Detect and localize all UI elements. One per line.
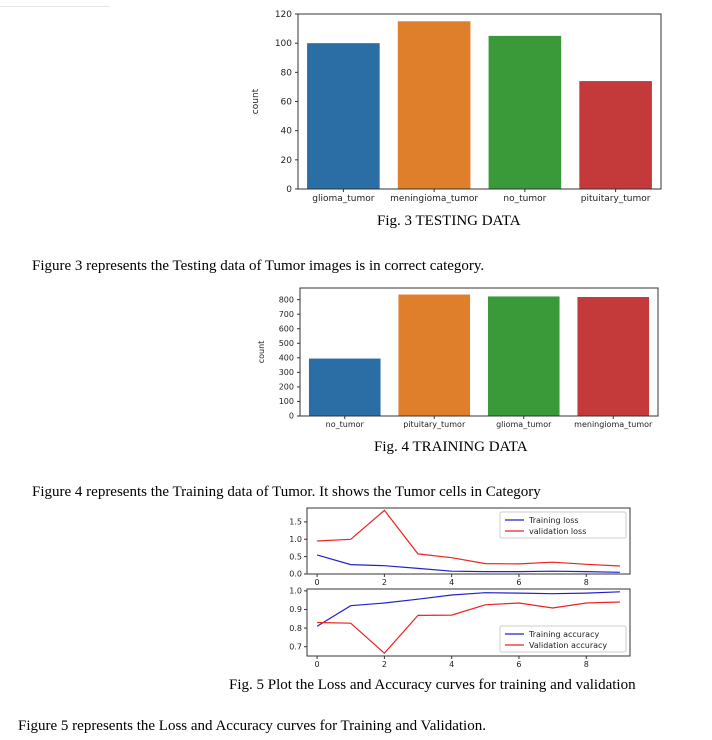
x-tick-label: glioma_tumor (312, 194, 375, 204)
y-tick-label: 20 (281, 156, 293, 166)
bar-pituitary_tumor (398, 294, 471, 416)
loss-chart-svg: 0.0 0.5 1.0 1.5 0 2 4 6 8 Training loss validation… (289, 507, 631, 587)
fig4-caption: Fig. 4 TRAINING DATA (374, 439, 528, 455)
bar-no_tumor (488, 35, 562, 189)
x-tick-label: no_tumor (503, 194, 546, 204)
y-tick-label: 0 (286, 185, 292, 195)
bar-meningioma_tumor (577, 297, 650, 416)
y-tick-label: 200 (279, 383, 294, 392)
y-tick-label: 1.0 (289, 535, 302, 544)
y-tick-label: 0.8 (289, 624, 302, 633)
y-tick-label: 120 (275, 10, 292, 20)
plot-frame (299, 287, 659, 417)
x-tick-label: pituitary_tumor (403, 420, 466, 429)
y-tick-label: 100 (275, 39, 292, 49)
bar-meningioma_tumor (397, 21, 471, 189)
legend-box (499, 625, 627, 653)
y-tick-label: 600 (279, 324, 294, 333)
y-tick-label: 100 (279, 397, 294, 406)
y-tick-label: 0.0 (289, 570, 302, 579)
bar-glioma_tumor (307, 43, 380, 189)
fig5-caption: Fig. 5 Plot the Loss and Accuracy curves… (229, 677, 636, 693)
testing-data-chart: glioma_tumor meningioma_tumor no_tumor pitu… (250, 6, 670, 210)
legend-label: Training accuracy (528, 630, 599, 639)
testing-data-chart-svg: glioma_tumor meningioma_tumor no_tumor pitu… (251, 10, 662, 204)
paragraph-fig5: Figure 5 represents the Loss and Accurac… (18, 718, 486, 734)
legend-label: Validation accuracy (529, 641, 607, 650)
x-tick-label: meningioma_tumor (390, 194, 478, 204)
y-tick-label: 0.5 (289, 552, 302, 561)
y-tick-label: 500 (279, 339, 294, 348)
fig3-caption: Fig. 3 TESTING DATA (377, 213, 521, 229)
y-axis-label: count (257, 341, 266, 364)
x-tick-label: 6 (516, 578, 521, 587)
plot-frame (306, 507, 631, 575)
training-data-chart: no_tumor pituitary_tumor glioma_tumor menin… (250, 283, 670, 435)
series-line-training-loss (316, 554, 620, 573)
y-tick-label: 0.9 (289, 605, 302, 614)
x-tick-label: meningioma_tumor (574, 420, 653, 429)
y-tick-label: 60 (281, 98, 293, 108)
y-tick-label: 1.5 (289, 518, 302, 527)
x-tick-label: 2 (382, 660, 387, 669)
training-data-chart-svg: no_tumor pituitary_tumor glioma_tumor menin… (257, 287, 659, 429)
bar-glioma_tumor (487, 296, 560, 416)
y-tick-label: 0.7 (289, 642, 302, 651)
plot-frame (306, 588, 631, 657)
x-tick-label: 6 (516, 660, 521, 669)
legend-label: Training loss (528, 516, 579, 525)
y-tick-label: 40 (281, 127, 293, 137)
x-tick-label: 8 (584, 660, 589, 669)
y-tick-label: 80 (281, 68, 293, 78)
x-tick-label: glioma_tumor (496, 420, 552, 429)
x-tick-label: 8 (584, 578, 589, 587)
series-line-validation-accuracy (317, 601, 620, 655)
x-tick-label: 2 (382, 578, 387, 587)
y-axis-label: count (251, 88, 261, 114)
x-tick-label: no_tumor (326, 420, 365, 429)
legend-box (499, 511, 627, 539)
y-tick-label: 800 (279, 295, 294, 304)
x-tick-label: 0 (315, 578, 320, 587)
plot-frame (297, 13, 662, 190)
paragraph-fig3: Figure 3 represents the Testing data of … (32, 258, 485, 274)
accuracy-chart: 0.7 0.8 0.9 1.0 0 2 4 6 8 Training accuracy Valida… (270, 586, 650, 672)
y-tick-label: 0 (289, 412, 294, 421)
series-line-training-accuracy (316, 591, 620, 627)
bar-no_tumor (308, 358, 381, 416)
x-tick-label: 0 (315, 660, 320, 669)
y-tick-label: 300 (279, 368, 294, 377)
x-tick-label: 4 (449, 578, 454, 587)
x-tick-label: pituitary_tumor (581, 194, 651, 204)
y-tick-label: 400 (279, 353, 294, 362)
top-rule (0, 6, 110, 7)
series-line-validation-loss (317, 509, 620, 567)
y-tick-label: 700 (279, 310, 294, 319)
x-tick-label: 4 (449, 660, 454, 669)
accuracy-chart-svg: 0.7 0.8 0.9 1.0 0 2 4 6 8 Training accuracy Valida… (289, 587, 631, 669)
y-tick-label: 1.0 (289, 587, 302, 596)
legend-label: validation loss (529, 527, 586, 536)
bar-pituitary_tumor (579, 81, 652, 189)
paragraph-fig4: Figure 4 represents the Training data of… (32, 484, 541, 500)
loss-chart: 0.0 0.5 1.0 1.5 0 2 4 6 8 Training loss validation… (270, 504, 650, 590)
